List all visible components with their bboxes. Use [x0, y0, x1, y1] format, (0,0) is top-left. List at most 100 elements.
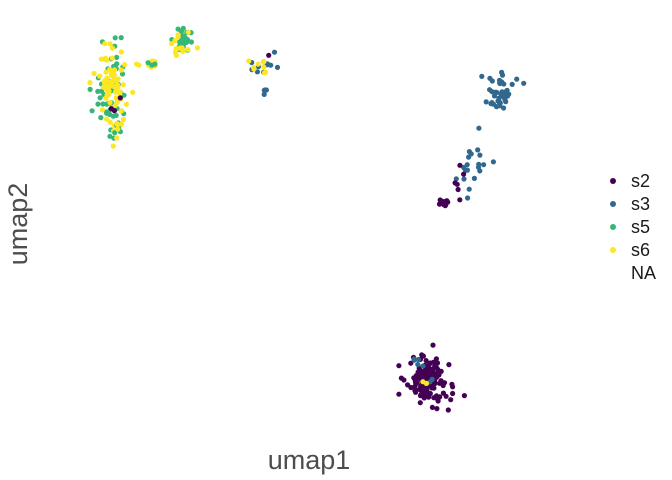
- point-s2: [405, 382, 411, 388]
- point-s6: [172, 38, 178, 44]
- point-s2: [457, 162, 463, 168]
- point-s6: [102, 55, 108, 61]
- point-s2: [434, 360, 441, 366]
- point-s5: [87, 86, 93, 92]
- point-s2: [445, 199, 451, 205]
- point-s3: [476, 125, 482, 131]
- point-s2: [430, 342, 436, 348]
- point-s6: [246, 58, 252, 64]
- point-s2: [427, 360, 433, 366]
- point-s6: [91, 70, 97, 77]
- point-s6: [118, 67, 124, 73]
- point-s6: [107, 41, 113, 47]
- point-s5: [119, 71, 126, 77]
- point-s3: [453, 176, 459, 182]
- point-s2: [396, 363, 402, 369]
- point-s6: [175, 32, 181, 38]
- point-s3: [464, 162, 470, 168]
- point-s2: [432, 364, 439, 370]
- point-s2: [432, 371, 438, 377]
- point-s6: [255, 61, 261, 67]
- point-s3: [521, 80, 527, 86]
- point-s6: [107, 99, 113, 106]
- point-s6: [133, 61, 140, 67]
- point-s3: [501, 105, 507, 111]
- point-s6: [123, 101, 130, 107]
- point-s2: [421, 370, 428, 376]
- point-s3: [500, 90, 506, 96]
- point-s3: [501, 81, 507, 87]
- legend-label-na: NA: [631, 263, 656, 283]
- point-s6: [185, 29, 191, 35]
- legend-key-s5: [610, 224, 616, 230]
- point-s2: [445, 407, 451, 413]
- legend-label-s2: s2: [631, 171, 650, 191]
- point-s2: [413, 389, 419, 395]
- point-s2: [419, 352, 425, 358]
- point-s6: [130, 89, 136, 95]
- point-s6: [107, 119, 113, 125]
- legend-key-s2: [610, 178, 616, 184]
- point-s2: [422, 388, 428, 394]
- legend-key-s3: [610, 201, 616, 207]
- point-s3: [489, 78, 495, 84]
- point-s3: [496, 77, 503, 83]
- point-s2: [418, 374, 424, 380]
- point-s2: [434, 406, 440, 412]
- point-s2: [437, 380, 443, 386]
- point-s3: [274, 64, 281, 70]
- point-s6: [103, 69, 109, 75]
- point-s6: [102, 78, 108, 84]
- point-s3: [489, 100, 495, 106]
- point-s5: [98, 115, 104, 121]
- point-s3: [509, 81, 515, 87]
- point-s6: [120, 116, 127, 123]
- point-s2: [452, 180, 458, 186]
- point-s3: [483, 99, 489, 105]
- point-s6: [117, 91, 123, 97]
- point-s3: [261, 91, 267, 97]
- scatter-points: [87, 25, 527, 413]
- point-s3: [271, 49, 278, 55]
- point-s2: [461, 171, 467, 177]
- point-s2: [450, 390, 456, 397]
- point-s2: [429, 385, 435, 391]
- point-s2: [423, 358, 429, 364]
- point-s5: [180, 25, 186, 31]
- point-s2: [426, 393, 432, 399]
- point-s2: [455, 186, 461, 193]
- point-s3: [263, 87, 269, 93]
- point-s3: [415, 361, 421, 368]
- point-s3: [506, 91, 512, 97]
- point-s6: [114, 99, 120, 105]
- point-s3: [499, 72, 506, 78]
- point-s2: [429, 404, 435, 410]
- point-s3: [415, 356, 421, 363]
- point-s6: [118, 108, 124, 114]
- point-s6: [107, 66, 113, 72]
- point-s6: [122, 62, 128, 68]
- point-s3: [420, 363, 426, 369]
- point-s6: [114, 135, 120, 141]
- point-s3: [490, 159, 496, 165]
- point-s6: [251, 66, 257, 72]
- point-s6: [185, 46, 191, 53]
- point-s3: [497, 103, 503, 109]
- point-s2: [266, 52, 272, 58]
- point-s3: [471, 175, 477, 181]
- point-s2: [432, 380, 438, 386]
- point-s2: [457, 197, 463, 203]
- point-s2: [461, 393, 467, 399]
- x-axis-title: umap1: [268, 445, 351, 475]
- point-s6: [261, 59, 267, 65]
- point-s6: [173, 52, 180, 59]
- point-s6: [109, 55, 115, 61]
- point-s6: [180, 49, 186, 55]
- point-s6: [261, 64, 267, 70]
- y-axis-title: umap2: [3, 183, 33, 266]
- point-s3: [477, 152, 483, 158]
- point-s5: [97, 95, 103, 101]
- point-s5: [175, 26, 181, 32]
- point-s2: [421, 395, 427, 401]
